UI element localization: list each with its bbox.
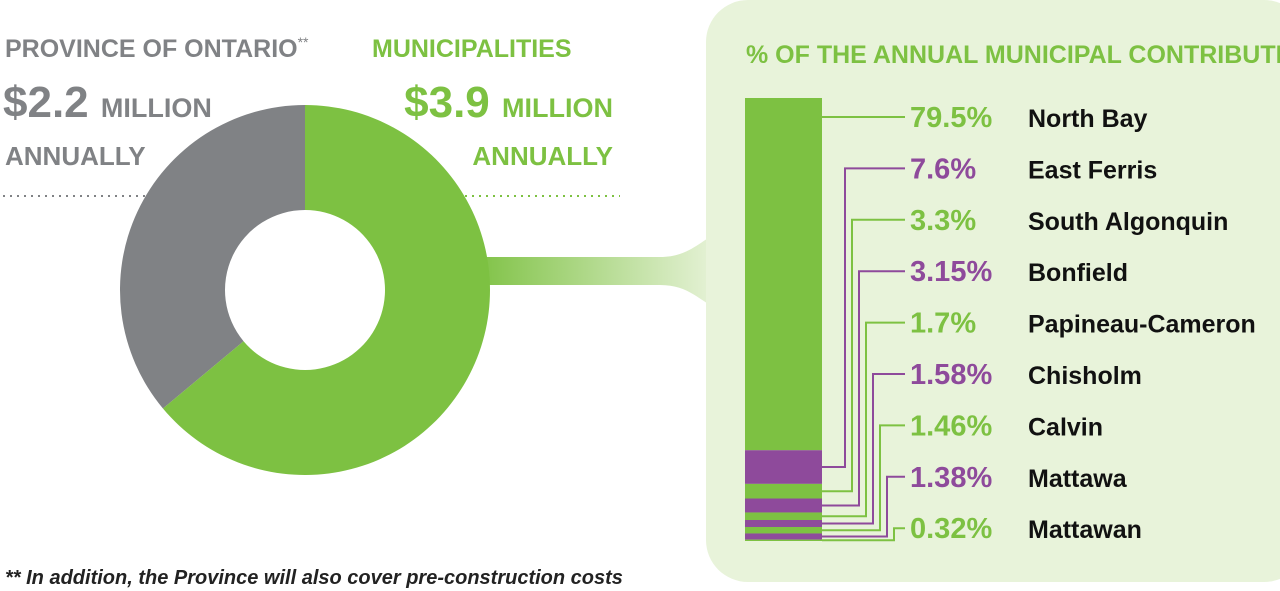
leader-line xyxy=(822,218,905,493)
value-label: 1.7% xyxy=(910,308,976,340)
bar-segment xyxy=(745,519,822,527)
bar-segment xyxy=(745,512,822,520)
value-label: 79.5% xyxy=(910,102,992,134)
category-label: South Algonquin xyxy=(1028,208,1228,236)
category-label: Papineau-Cameron xyxy=(1028,311,1256,339)
bar-segment xyxy=(745,539,822,541)
leader-line xyxy=(822,270,905,507)
bar-segment xyxy=(745,498,822,513)
leader-line xyxy=(822,321,905,518)
bar-segment xyxy=(745,450,822,484)
province-period: ANNUALLY xyxy=(5,141,146,171)
category-label: Calvin xyxy=(1028,413,1103,441)
donut-slice xyxy=(119,105,305,409)
municipal-period: ANNUALLY xyxy=(472,141,613,171)
panel xyxy=(706,0,1280,582)
province-label: PROVINCE OF ONTARIO** xyxy=(5,34,309,63)
bar-title: % OF THE ANNUAL MUNICIPAL CONTRIBUTION xyxy=(746,41,1280,69)
leader-line xyxy=(822,167,905,469)
value-label: 3.15% xyxy=(910,256,992,288)
value-label: 1.58% xyxy=(910,359,992,391)
category-label: Mattawan xyxy=(1028,516,1142,544)
category-label: Chisholm xyxy=(1028,362,1142,390)
value-label: 0.32% xyxy=(910,513,992,545)
leader-line xyxy=(822,475,905,538)
bar-segment xyxy=(745,483,822,499)
category-label: Bonfield xyxy=(1028,259,1128,287)
footnote: ** In addition, the Province will also c… xyxy=(5,567,623,589)
category-label: Mattawa xyxy=(1028,465,1128,493)
value-label: 1.46% xyxy=(910,410,992,442)
donut-slice xyxy=(162,105,490,475)
value-label: 3.3% xyxy=(910,205,976,237)
bar-segment xyxy=(745,526,822,534)
leader-line xyxy=(822,424,905,532)
bar-segment xyxy=(745,533,822,540)
leader-line xyxy=(822,527,905,542)
category-label: East Ferris xyxy=(1028,156,1157,184)
leader-line xyxy=(822,373,905,525)
municipal-amount: $3.9 MILLION xyxy=(404,78,613,127)
value-label: 1.38% xyxy=(910,462,992,494)
bar-segment xyxy=(745,98,822,451)
value-label: 7.6% xyxy=(910,153,976,185)
province-amount: $2.2 MILLION xyxy=(3,78,212,127)
category-label: North Bay xyxy=(1028,105,1148,133)
connector-band xyxy=(470,232,720,310)
municipal-label: MUNICIPALITIES xyxy=(372,35,572,63)
